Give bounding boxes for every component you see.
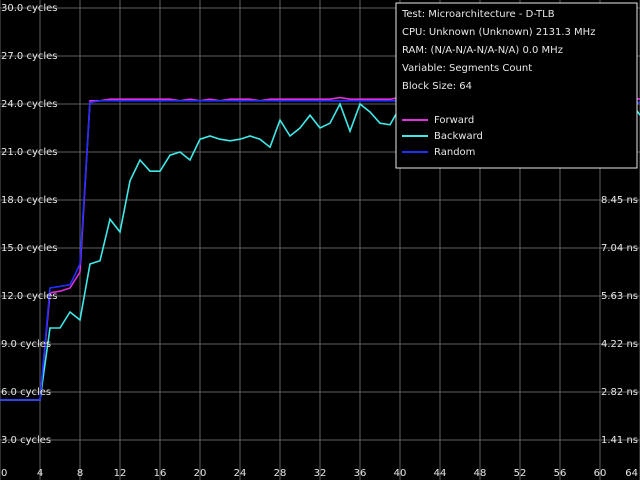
x-tick-label: 28 (274, 468, 287, 479)
x-tick-label: 0 (1, 468, 7, 479)
y-tick-label: 15.0 cycles (1, 243, 58, 254)
x-tick-label: 60 (594, 468, 607, 479)
x-tick-label: 56 (554, 468, 567, 479)
info-text: Variable: Segments Count (402, 63, 532, 74)
x-tick-label: 20 (194, 468, 207, 479)
x-tick-label: 48 (474, 468, 487, 479)
y2-tick-label: 5.63 ns (601, 291, 638, 302)
y-tick-label: 30.0 cycles (1, 3, 58, 14)
y-tick-label: 3.0 cycles (1, 435, 51, 446)
y2-tick-label: 2.82 ns (601, 387, 638, 398)
y2-tick-label: 1.41 ns (601, 435, 638, 446)
y2-tick-label: 7.04 ns (601, 243, 638, 254)
x-tick-label: 64 (625, 468, 638, 479)
y-tick-label: 12.0 cycles (1, 291, 58, 302)
y-tick-label: 9.0 cycles (1, 339, 51, 350)
y-tick-label: 27.0 cycles (1, 51, 58, 62)
y2-tick-label: 4.22 ns (601, 339, 638, 350)
x-tick-label: 12 (114, 468, 127, 479)
y-tick-label: 6.0 cycles (1, 387, 51, 398)
x-tick-label: 16 (154, 468, 167, 479)
y-tick-label: 24.0 cycles (1, 99, 58, 110)
y-tick-label: 21.0 cycles (1, 147, 58, 158)
legend: Test: Microarchitecture - D-TLB CPU: Unkn… (395, 2, 638, 169)
x-tick-label: 40 (394, 468, 407, 479)
info-text: Test: Microarchitecture - D-TLB (401, 9, 555, 20)
x-tick-label: 36 (354, 468, 367, 479)
x-tick-label: 32 (314, 468, 327, 479)
x-tick-label: 44 (434, 468, 447, 479)
info-text: CPU: Unknown (Unknown) 2131.3 MHz (402, 27, 595, 38)
legend-label: Backward (434, 131, 483, 142)
x-tick-label: 24 (234, 468, 247, 479)
x-tick-label: 4 (37, 468, 43, 479)
x-tick-label: 52 (514, 468, 527, 479)
legend-label: Random (434, 147, 475, 158)
legend-box (395, 2, 638, 169)
legend-label: Forward (434, 115, 474, 126)
info-text: Block Size: 64 (402, 81, 472, 92)
info-text: RAM: (N/A-N/A-N/A-N/A) 0.0 MHz (402, 45, 563, 56)
x-tick-label: 8 (77, 468, 83, 479)
y2-tick-label: 8.45 ns (601, 195, 638, 206)
y-tick-label: 18.0 cycles (1, 195, 58, 206)
